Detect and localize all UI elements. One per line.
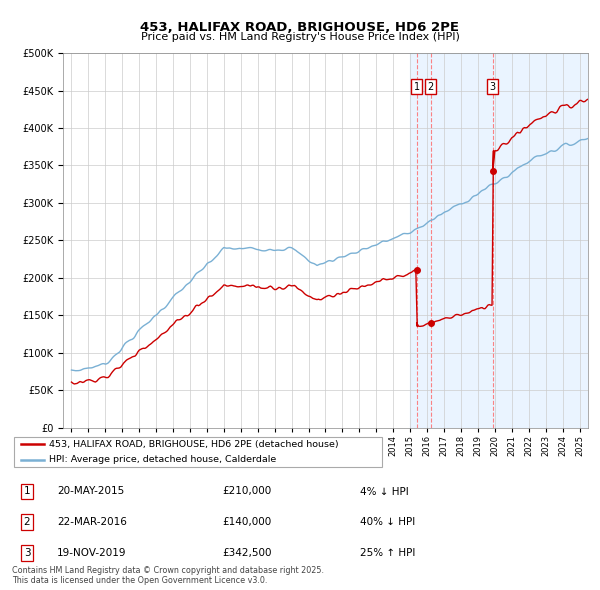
- Text: 1: 1: [23, 487, 31, 496]
- Text: 3: 3: [23, 548, 31, 558]
- Text: 453, HALIFAX ROAD, BRIGHOUSE, HD6 2PE: 453, HALIFAX ROAD, BRIGHOUSE, HD6 2PE: [140, 21, 460, 34]
- Text: Contains HM Land Registry data © Crown copyright and database right 2025.
This d: Contains HM Land Registry data © Crown c…: [12, 566, 324, 585]
- Text: 20-MAY-2015: 20-MAY-2015: [57, 487, 124, 496]
- Text: 19-NOV-2019: 19-NOV-2019: [57, 548, 127, 558]
- Text: 2: 2: [428, 82, 434, 92]
- Text: £342,500: £342,500: [222, 548, 271, 558]
- Text: 1: 1: [413, 82, 419, 92]
- Text: 2: 2: [23, 517, 31, 527]
- Bar: [410, 53, 600, 428]
- Text: 4% ↓ HPI: 4% ↓ HPI: [360, 487, 409, 496]
- Text: HPI: Average price, detached house, Calderdale: HPI: Average price, detached house, Cald…: [49, 455, 277, 464]
- Text: 40% ↓ HPI: 40% ↓ HPI: [360, 517, 415, 527]
- Text: £210,000: £210,000: [222, 487, 271, 496]
- Text: Price paid vs. HM Land Registry's House Price Index (HPI): Price paid vs. HM Land Registry's House …: [140, 32, 460, 42]
- Text: 3: 3: [490, 82, 496, 92]
- Text: 453, HALIFAX ROAD, BRIGHOUSE, HD6 2PE (detached house): 453, HALIFAX ROAD, BRIGHOUSE, HD6 2PE (d…: [49, 440, 339, 448]
- Text: 22-MAR-2016: 22-MAR-2016: [57, 517, 127, 527]
- FancyBboxPatch shape: [14, 437, 382, 467]
- Text: 25% ↑ HPI: 25% ↑ HPI: [360, 548, 415, 558]
- Text: £140,000: £140,000: [222, 517, 271, 527]
